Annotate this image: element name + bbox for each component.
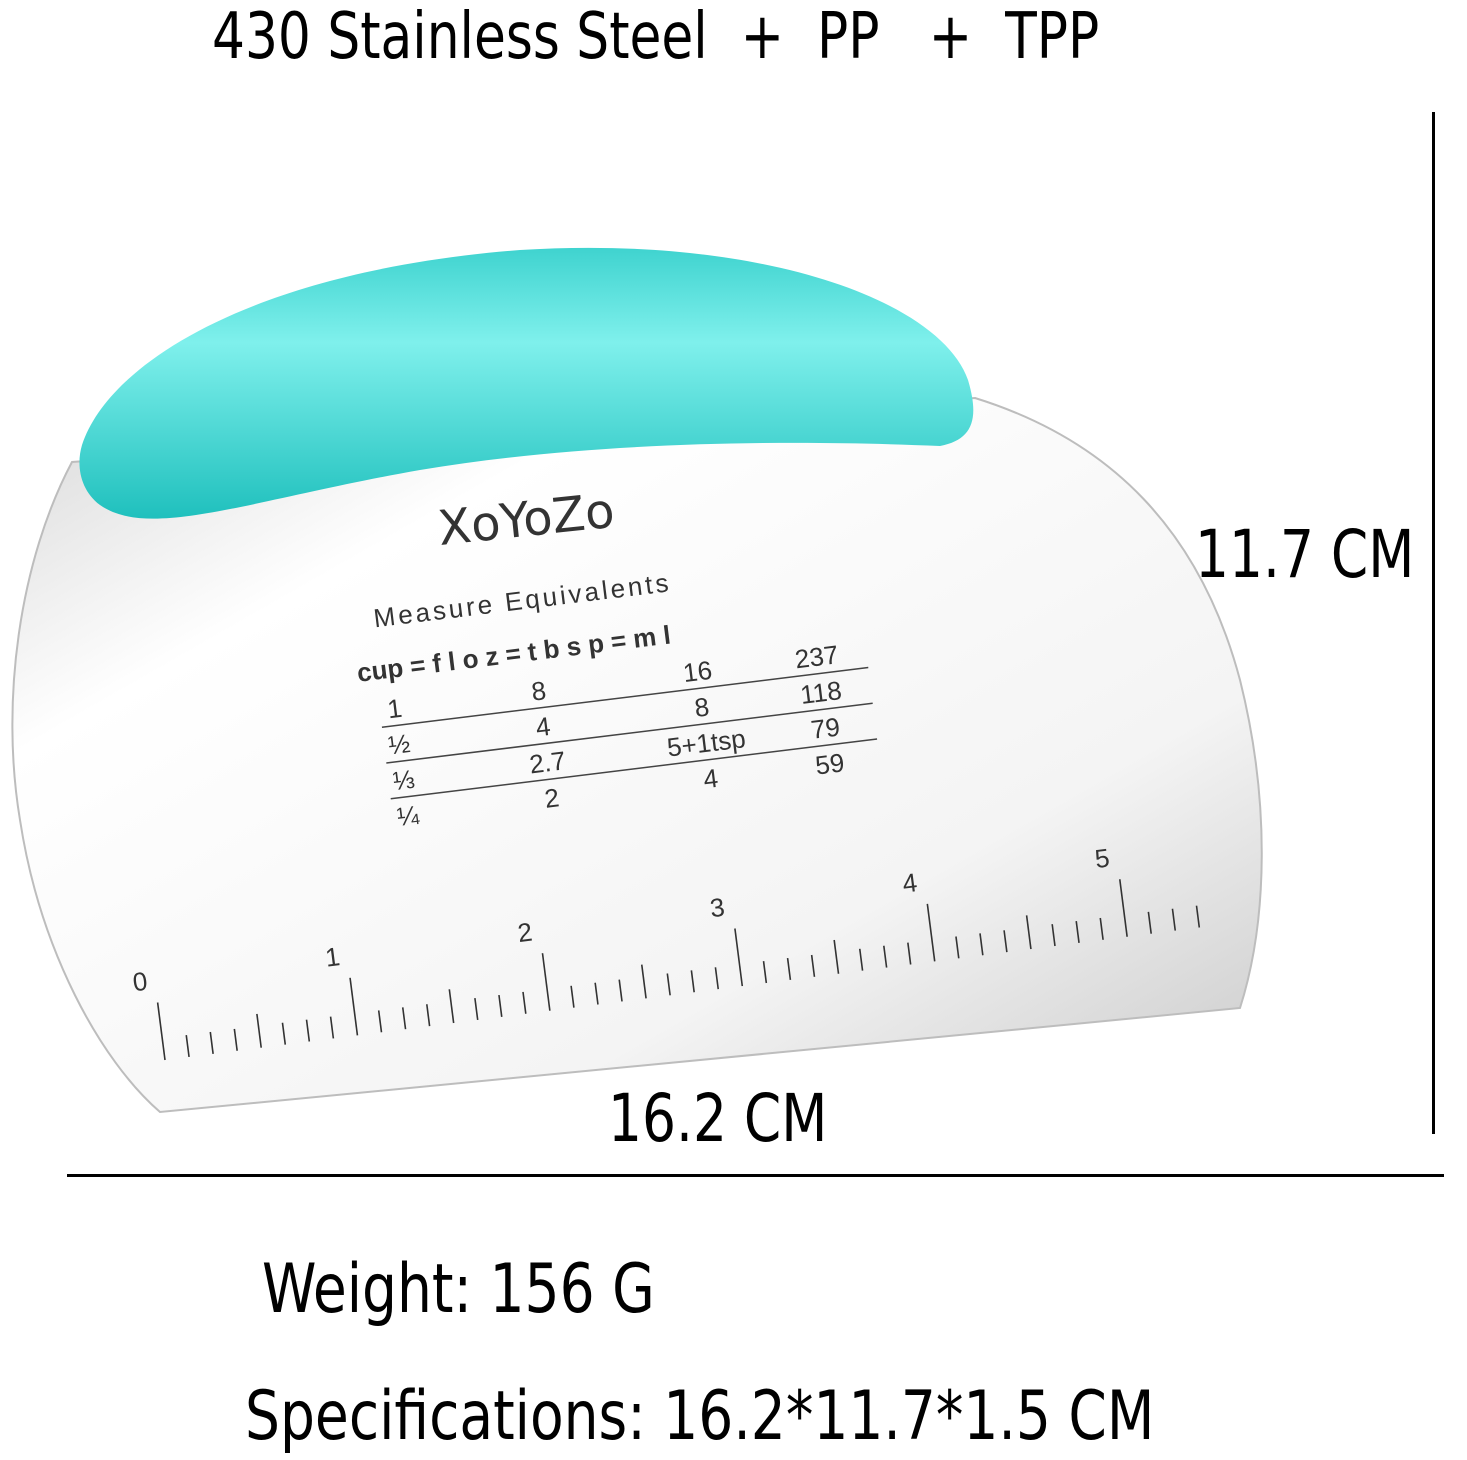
table-cell-ml: 59 bbox=[814, 747, 846, 780]
ruler-tick bbox=[926, 903, 936, 962]
ruler-label: 3 bbox=[708, 892, 726, 924]
ruler-label: 1 bbox=[323, 941, 341, 973]
weight-label: Weight: 156 G bbox=[262, 1250, 655, 1329]
table-cell-ml: 79 bbox=[809, 712, 841, 745]
ruler-tick bbox=[541, 953, 551, 1011]
ruler-tick bbox=[907, 942, 912, 965]
ruler-tick bbox=[883, 945, 888, 968]
ruler-tick bbox=[256, 1013, 263, 1048]
ruler-tick bbox=[448, 989, 455, 1024]
ruler-tick bbox=[640, 964, 647, 999]
ruler-tick bbox=[349, 977, 359, 1036]
table-cell-floz: 4 bbox=[534, 711, 552, 743]
material-title: 430 Stainless Steel + PP + TPP bbox=[212, 0, 1100, 74]
ruler-tick bbox=[329, 1016, 335, 1039]
ruler-tick bbox=[1147, 911, 1152, 934]
table-cell-cup: ¼ bbox=[395, 800, 420, 832]
ruler-tick bbox=[762, 961, 768, 984]
ruler-tick bbox=[498, 994, 503, 1017]
handle bbox=[79, 247, 974, 519]
ruler-tick bbox=[1099, 917, 1104, 940]
ruler-tick bbox=[666, 973, 671, 996]
specifications-label: Specifications: 16.2*11.7*1.5 CM bbox=[245, 1377, 1155, 1456]
ruler-label: 5 bbox=[1093, 842, 1111, 874]
ruler-tick bbox=[786, 957, 792, 980]
ruler-tick bbox=[474, 998, 479, 1021]
ruler-tick bbox=[979, 933, 984, 956]
ruler-tick bbox=[690, 970, 695, 993]
height-label: 11.7 CM bbox=[1195, 516, 1415, 593]
ruler-tick bbox=[377, 1010, 383, 1033]
ruler-tick bbox=[281, 1022, 287, 1045]
steel-blade bbox=[11, 396, 1263, 1114]
ruler-tick bbox=[1171, 908, 1177, 931]
ruler-tick bbox=[185, 1034, 190, 1058]
ruler-tick bbox=[858, 948, 864, 971]
ruler-tick bbox=[1025, 915, 1032, 950]
ruler-tick bbox=[1075, 920, 1080, 944]
table-cell-floz: 2 bbox=[543, 782, 561, 814]
table-divider bbox=[386, 702, 873, 764]
ruler-tick bbox=[955, 936, 960, 959]
table-divider bbox=[381, 666, 869, 729]
ruler-tick bbox=[156, 1002, 166, 1061]
ruler-label: 0 bbox=[131, 966, 149, 998]
ruler-label: 4 bbox=[901, 867, 919, 899]
table-cell-cup: 1 bbox=[386, 693, 404, 725]
table-cell-tbsp: 8 bbox=[693, 691, 711, 723]
ruler-tick bbox=[425, 1004, 431, 1027]
ruler-tick bbox=[401, 1007, 407, 1030]
ruler-tick bbox=[1051, 924, 1056, 947]
table-cell-tbsp: 16 bbox=[681, 655, 713, 688]
ruler-tick bbox=[618, 979, 623, 1002]
width-label: 16.2 CM bbox=[608, 1080, 828, 1157]
ruler-tick bbox=[1118, 879, 1128, 937]
ruler-tick bbox=[594, 982, 599, 1005]
ruler-tick bbox=[1003, 930, 1008, 953]
table-divider bbox=[390, 738, 878, 800]
table-cell-ml: 118 bbox=[799, 675, 844, 710]
height-dimension-line bbox=[1432, 112, 1435, 1134]
table-cell-floz: 2.7 bbox=[528, 745, 568, 779]
ruler-tick bbox=[734, 928, 744, 987]
ruler-tick bbox=[833, 939, 840, 974]
table-cell-ml: 237 bbox=[793, 639, 840, 674]
width-dimension-line bbox=[67, 1174, 1444, 1177]
ruler-tick bbox=[233, 1028, 238, 1051]
ruler-tick bbox=[209, 1031, 214, 1054]
table-cell-cup: ½ bbox=[387, 728, 412, 760]
ruler-tick bbox=[305, 1019, 311, 1042]
ruler-tick bbox=[714, 967, 720, 990]
ruler-tick bbox=[522, 991, 527, 1014]
ruler-tick bbox=[810, 954, 816, 977]
ruler-tick bbox=[570, 985, 575, 1008]
table-cell-tbsp: 4 bbox=[702, 763, 720, 795]
ruler-tick bbox=[1195, 905, 1201, 928]
ruler-label: 2 bbox=[516, 916, 534, 948]
table-cell-cup: ⅓ bbox=[391, 764, 416, 796]
table-cell-floz: 8 bbox=[530, 675, 548, 707]
